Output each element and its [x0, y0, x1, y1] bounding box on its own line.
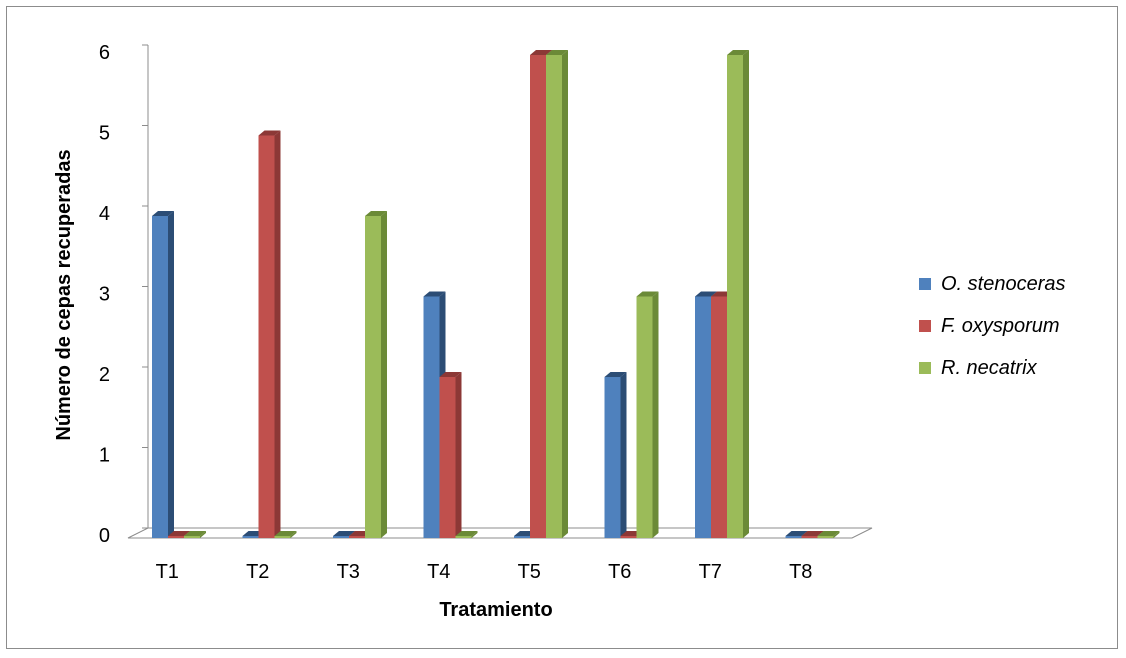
- y-tick-label: 3: [99, 284, 110, 306]
- bar: [546, 50, 568, 538]
- y-tick-label: 1: [99, 445, 110, 467]
- y-axis-title: Número de cepas recuperadas: [53, 149, 75, 440]
- bar: [604, 372, 627, 538]
- bar: [455, 531, 478, 538]
- y-tick-label: 5: [99, 123, 110, 145]
- x-tick-label: T6: [608, 561, 631, 583]
- legend-swatch: [919, 362, 931, 374]
- x-tick-label: T3: [337, 561, 360, 583]
- bar: [636, 291, 659, 538]
- bar: [184, 531, 206, 538]
- bar: [439, 372, 462, 538]
- bar: [365, 211, 387, 538]
- legend: O. stenoceras F. oxysporum R. necatrix: [919, 273, 1066, 379]
- legend-label: F. oxysporum: [941, 315, 1060, 337]
- x-tick-label: T1: [156, 561, 179, 583]
- legend-label: R. necatrix: [941, 357, 1038, 379]
- bar: [152, 211, 174, 538]
- bars: [152, 50, 840, 538]
- legend-swatch: [919, 320, 931, 332]
- y-tick-labels: 0 1 2 3 4 5 6: [99, 42, 110, 547]
- bar: [258, 130, 281, 538]
- axes: [127, 44, 873, 539]
- y-tick-label: 6: [99, 42, 110, 64]
- y-tick-label: 2: [99, 364, 110, 386]
- x-tick-label: T7: [699, 561, 722, 583]
- x-tick-label: T4: [427, 561, 450, 583]
- legend-label: O. stenoceras: [941, 273, 1066, 295]
- legend-swatch: [919, 278, 931, 290]
- bar: [274, 531, 297, 538]
- bar: [817, 531, 840, 538]
- y-tick-label: 4: [99, 203, 110, 225]
- x-tick-labels: T1 T2 T3 T4 T5 T6 T7 T8: [156, 561, 813, 583]
- x-tick-label: T8: [789, 561, 812, 583]
- chart-floor: [127, 527, 873, 539]
- bar: [727, 50, 749, 538]
- x-axis-title: Tratamiento: [439, 599, 552, 621]
- x-tick-label: T5: [518, 561, 541, 583]
- y-tick-label: 0: [99, 525, 110, 547]
- x-tick-label: T2: [246, 561, 269, 583]
